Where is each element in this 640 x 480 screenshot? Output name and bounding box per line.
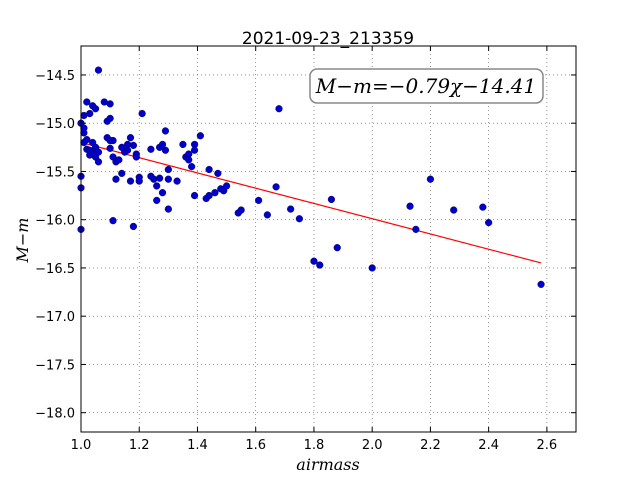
data-point xyxy=(255,196,263,205)
y-axis-label: M−m xyxy=(13,218,32,264)
y-tick-label: −18.0 xyxy=(35,407,75,422)
data-point xyxy=(153,182,161,190)
data-point xyxy=(205,165,213,174)
y-tick-label: −17.5 xyxy=(35,358,75,373)
y-tick-label: −16.5 xyxy=(35,262,75,277)
data-point xyxy=(94,158,103,166)
y-tick-label: −16.0 xyxy=(35,214,75,229)
data-point xyxy=(406,202,414,210)
data-point xyxy=(485,218,493,227)
data-point xyxy=(80,124,88,132)
data-point xyxy=(190,146,199,154)
data-point xyxy=(310,257,318,265)
data-point xyxy=(173,177,181,185)
y-tick-label: −15.0 xyxy=(35,117,75,132)
data-point xyxy=(158,140,167,149)
data-point xyxy=(123,146,132,154)
x-tick-label: 2.4 xyxy=(478,438,499,453)
data-point xyxy=(287,205,295,213)
data-point xyxy=(126,134,135,142)
data-point xyxy=(158,189,167,197)
data-point xyxy=(537,280,545,288)
data-point xyxy=(214,169,222,177)
data-point xyxy=(118,169,126,177)
data-point xyxy=(205,191,213,200)
data-point xyxy=(83,136,91,144)
data-point xyxy=(138,109,146,118)
data-point xyxy=(109,136,117,145)
data-point xyxy=(316,261,324,269)
data-point xyxy=(450,206,458,214)
data-point xyxy=(237,206,245,214)
data-point xyxy=(426,175,435,183)
data-point xyxy=(333,244,341,252)
x-tick-label: 1.4 xyxy=(187,438,208,453)
x-tick-label: 1.2 xyxy=(129,438,150,453)
data-point xyxy=(164,165,172,174)
data-point xyxy=(129,141,138,149)
data-point xyxy=(106,114,114,122)
x-tick-label: 2.0 xyxy=(362,438,383,453)
fit-line xyxy=(80,141,542,264)
data-point xyxy=(91,105,100,113)
x-tick-label: 1.0 xyxy=(71,438,92,453)
equation-box: M−m=−0.79χ−14.41 xyxy=(309,68,544,104)
x-tick-label: 1.8 xyxy=(304,438,325,453)
data-point xyxy=(368,264,376,272)
y-tick-label: −15.5 xyxy=(35,165,75,180)
fit-equation: M−m=−0.79χ−14.41 xyxy=(315,74,536,98)
data-point xyxy=(83,98,91,106)
x-tick-label: 2.6 xyxy=(537,438,558,453)
data-point xyxy=(188,163,196,171)
data-point xyxy=(161,127,170,135)
y-tick-label: −17.0 xyxy=(35,310,75,325)
plot-frame xyxy=(80,45,577,433)
data-point xyxy=(272,183,280,191)
data-point xyxy=(147,145,155,153)
data-point xyxy=(112,175,120,183)
data-point xyxy=(153,196,161,205)
data-point xyxy=(263,211,271,219)
data-point xyxy=(94,66,103,74)
data-point xyxy=(190,191,199,200)
data-point xyxy=(211,189,219,197)
data-point xyxy=(179,140,187,149)
data-point xyxy=(106,100,114,108)
data-point xyxy=(161,146,170,154)
data-point xyxy=(196,132,204,140)
x-axis-label: airmass xyxy=(296,455,359,474)
data-point xyxy=(109,217,117,225)
data-point xyxy=(412,225,420,233)
data-point xyxy=(115,156,123,164)
data-point xyxy=(164,175,172,183)
equation-box-frame xyxy=(309,68,544,104)
data-point xyxy=(126,177,135,185)
fit-line-group xyxy=(80,141,542,264)
x-tick-label: 1.6 xyxy=(245,438,266,453)
data-point xyxy=(129,222,138,231)
data-point xyxy=(185,156,193,164)
y-tick-label: −14.5 xyxy=(35,69,75,84)
data-point xyxy=(222,182,231,190)
data-point xyxy=(135,177,143,185)
data-point xyxy=(164,205,172,213)
data-point xyxy=(156,174,164,182)
data-point xyxy=(106,144,114,152)
axis-ticks: 1.0 1.2 1.4 1.6 1.8 2.0 2.2 2.4 2.6 −14.5 −15.0 −15… xyxy=(35,46,576,453)
data-point xyxy=(132,153,140,161)
data-point xyxy=(275,105,283,113)
data-point xyxy=(86,109,94,118)
data-point xyxy=(94,148,103,156)
data-point xyxy=(295,215,303,223)
data-point xyxy=(327,195,336,204)
data-points xyxy=(77,66,545,288)
chart-title: 2021-09-23_213359 xyxy=(242,29,414,49)
x-tick-label: 2.2 xyxy=(420,438,441,453)
data-point xyxy=(479,203,487,211)
